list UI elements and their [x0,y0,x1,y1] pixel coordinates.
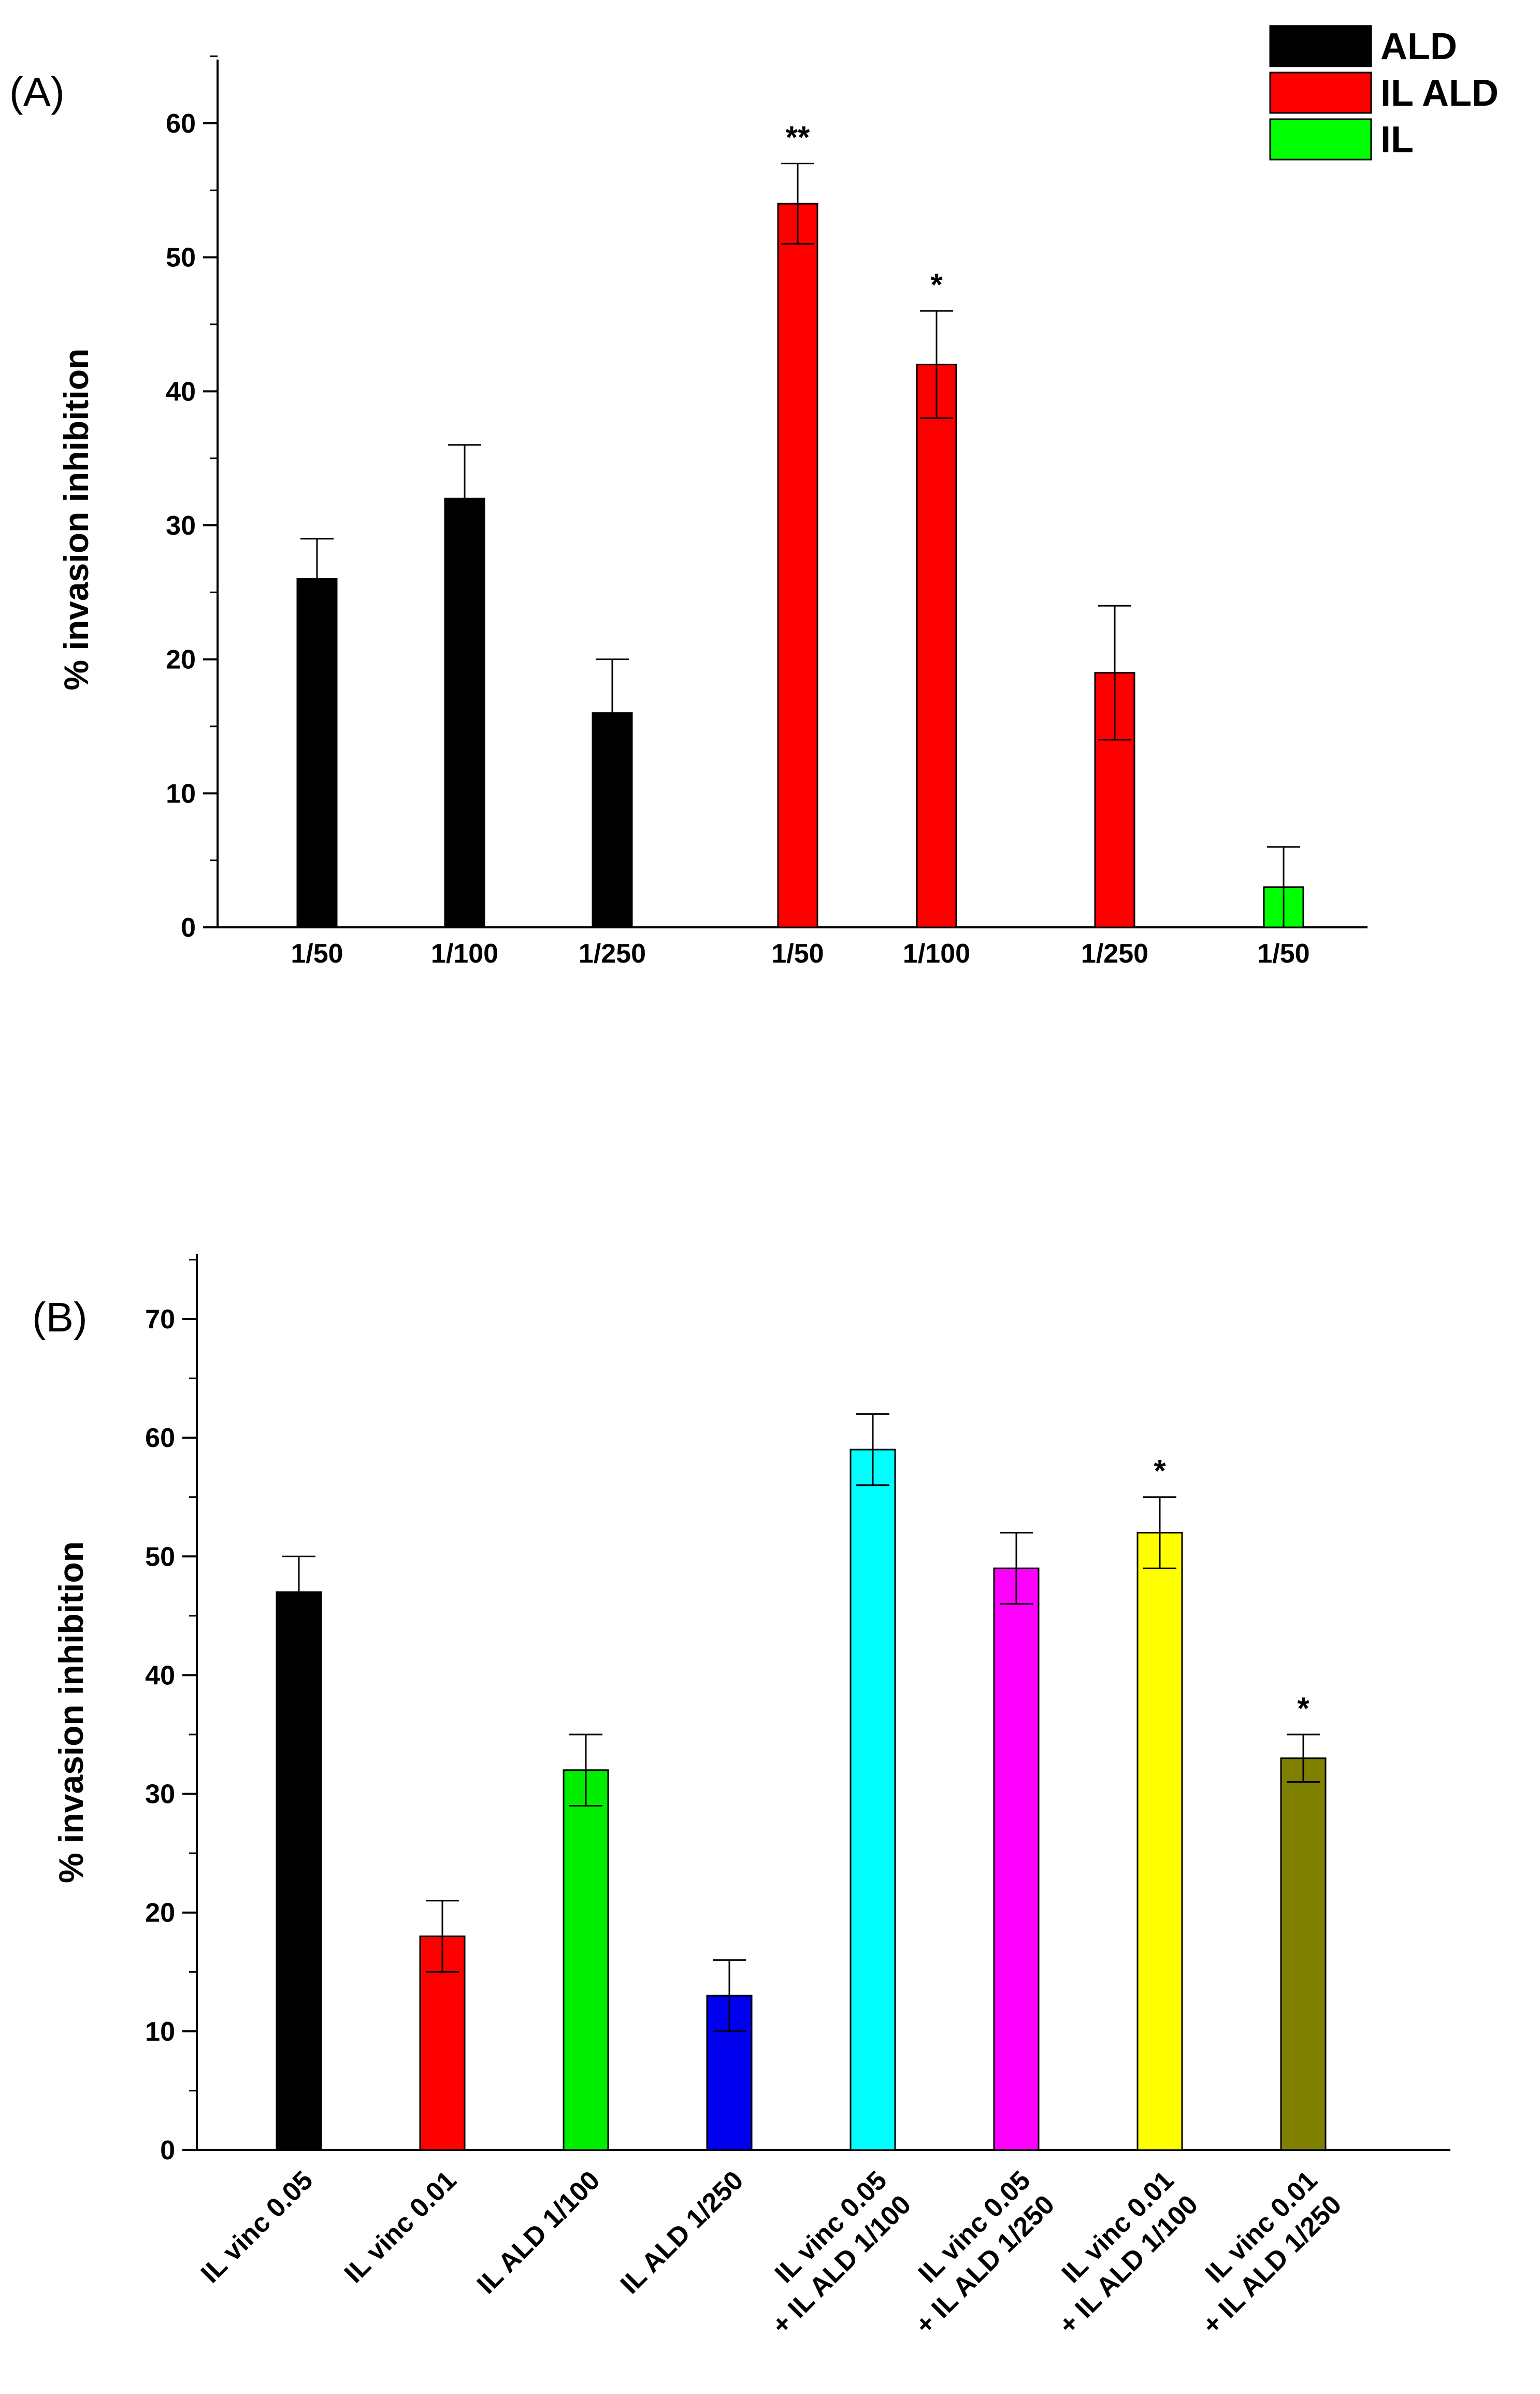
x-tick-label: IL vinc 0.05 [195,2165,319,2289]
y-tick-label: 50 [166,243,196,273]
x-tick-label: IL vinc 0.01 [339,2165,463,2289]
x-tick-label: 1/50 [291,939,343,969]
x-tick-label: IL vinc 0.01+ IL ALD 1/250 [1172,2165,1347,2340]
significance-marker: * [1297,1691,1309,1726]
x-tick-label: IL ALD 1/100 [471,2165,606,2300]
x-tick-label: IL ALD 1/250 [615,2165,750,2300]
x-tick-label-line: IL ALD 1/250 [615,2165,750,2300]
y-axis-title: % invasion inhibition [52,1541,90,1883]
legend: ALD IL ALD IL [1269,25,1499,161]
y-tick-label: 20 [166,645,196,675]
x-tick-label-line: IL ALD 1/100 [471,2165,606,2300]
x-tick-label: 1/100 [431,939,498,969]
y-tick-label: 30 [145,1780,175,1810]
x-tick-label: 1/50 [771,939,824,969]
bar [850,1449,896,2151]
x-tick-label: IL vinc 0.05+ IL ALD 1/100 [742,2165,917,2340]
bar [993,1567,1040,2151]
significance-marker: ** [786,120,810,155]
legend-label: IL [1380,119,1414,161]
panel-label: (B) [32,1294,88,1340]
significance-marker: * [1154,1454,1166,1488]
x-tick-label: IL vinc 0.05+ IL ALD 1/250 [885,2165,1060,2340]
legend-swatch [1269,25,1372,67]
panel-a: 0 10 20 30 40 50 60 % invasion inhibition (A) 1/5… [9,25,1499,969]
legend-swatch [1269,71,1372,114]
y-tick-label: 60 [145,1423,175,1453]
y-tick-label: 0 [160,2135,175,2166]
x-tick-label: 1/100 [903,939,970,969]
y-tick-label: 30 [166,511,196,541]
x-tick-label: IL vinc 0.01+ IL ALD 1/100 [1029,2165,1204,2340]
x-tick-label: 1/50 [1257,939,1309,969]
bar [296,578,338,928]
bar [563,1769,609,2151]
bar [916,364,957,928]
bar [444,497,485,928]
x-tick-label: 1/250 [579,939,646,969]
y-tick-label: 60 [166,109,196,139]
legend-swatch [1269,118,1372,161]
panel-label: (A) [9,69,65,115]
legend-label: IL ALD [1380,73,1499,114]
y-tick-label: 50 [145,1542,175,1572]
y-tick-label: 10 [145,2017,175,2047]
y-tick-label: 0 [181,913,196,943]
y-axis-title: % invasion inhibition [57,349,95,691]
bar [1136,1531,1183,2151]
y-tick-label: 20 [145,1898,175,1928]
bar [276,1591,322,2151]
panel-b: 0 10 20 30 40 50 60 70 % invasion inhibition (B) I… [32,1254,1450,2341]
bar [777,203,818,928]
y-tick-label: 40 [166,377,196,407]
bar [1280,1757,1327,2151]
y-tick-label: 10 [166,779,196,809]
y-tick-label: 40 [145,1660,175,1690]
y-tick-label: 70 [145,1304,175,1335]
x-tick-label: 1/250 [1081,939,1148,969]
significance-marker: * [930,267,943,302]
x-tick-label-line: IL vinc 0.05 [195,2165,319,2289]
legend-label: ALD [1380,26,1457,67]
x-tick-label-line: IL vinc 0.01 [339,2165,463,2289]
